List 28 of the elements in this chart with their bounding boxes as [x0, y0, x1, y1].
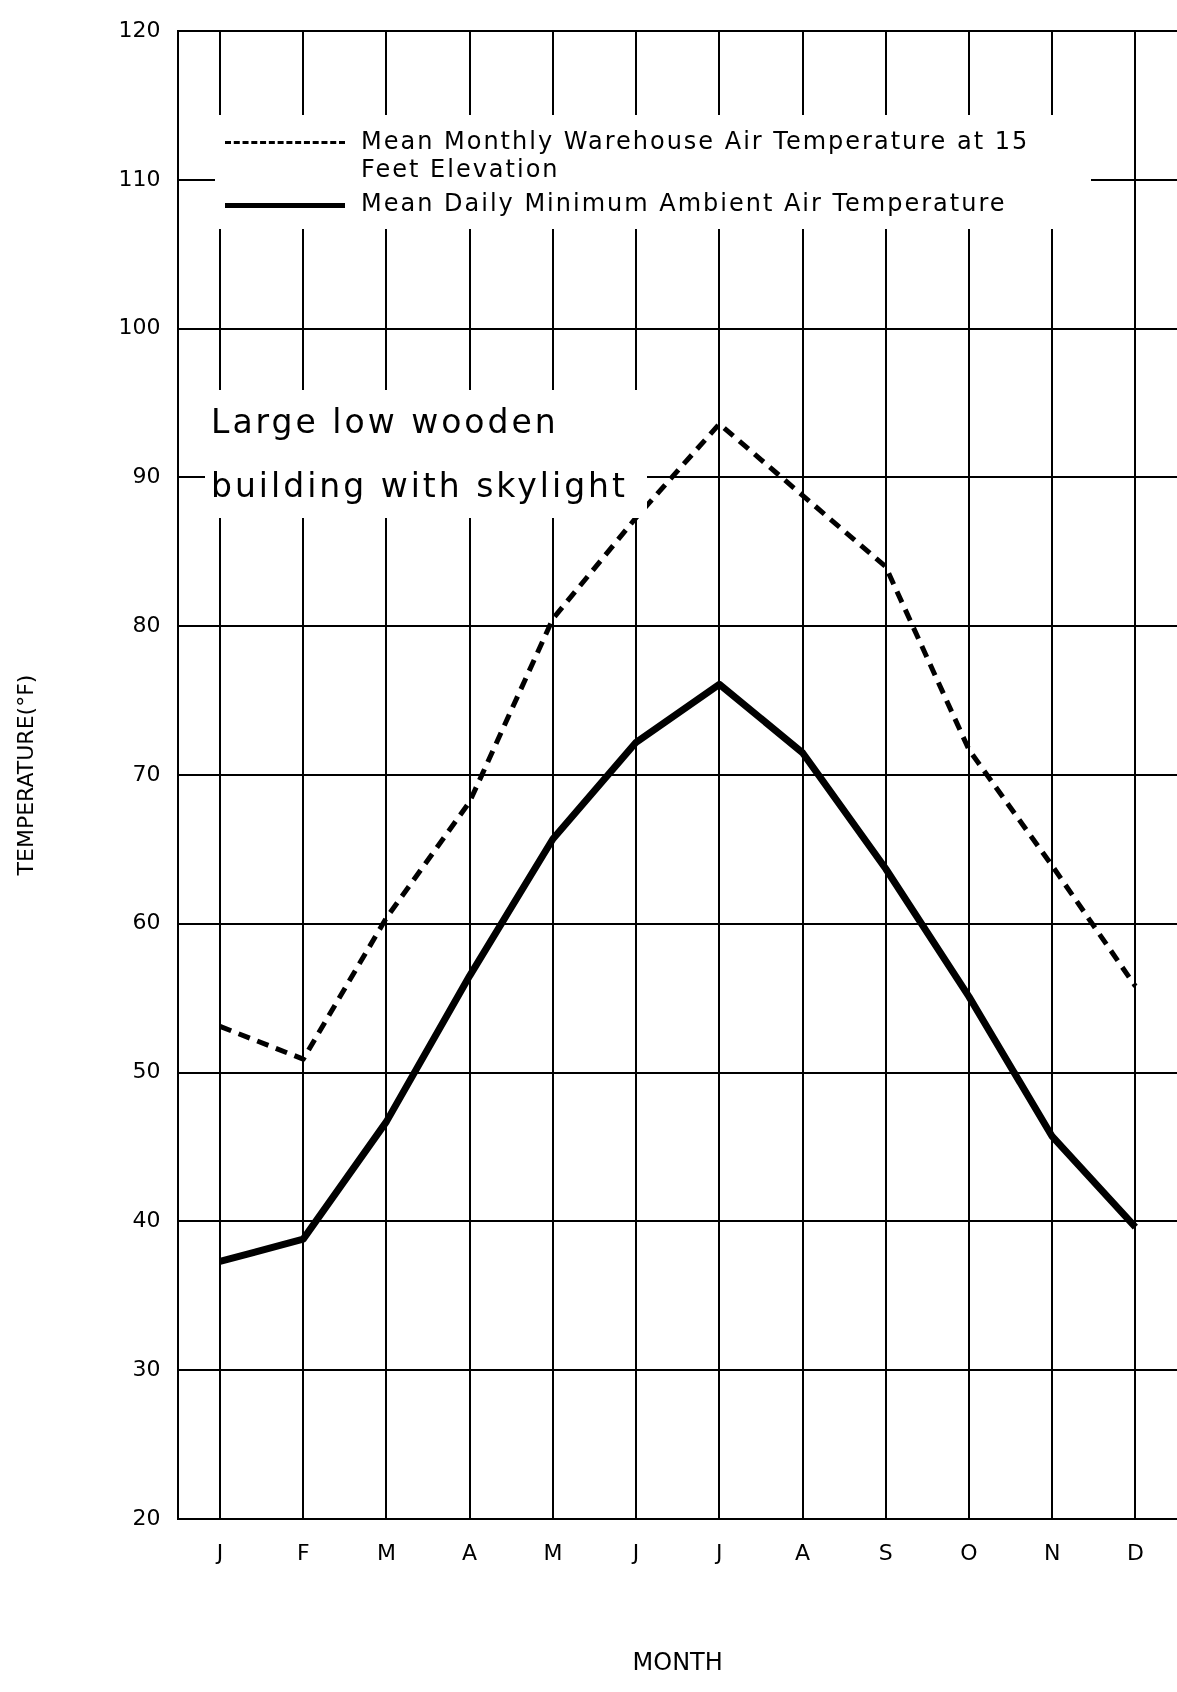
annotation: Large low wooden building with skylight [211, 401, 629, 507]
y-axis-title: TEMPERATURE(°F) [12, 674, 38, 877]
y-tick-label: 90 [132, 463, 161, 489]
x-tick-label: A [794, 1539, 811, 1565]
x-tick-label: J [714, 1539, 723, 1565]
x-tick-label: A [462, 1539, 478, 1565]
x-tick-label: S [878, 1539, 893, 1565]
y-tick-label: 70 [132, 760, 161, 786]
y-tick-label: 50 [132, 1058, 161, 1084]
y-tick-label: 80 [132, 611, 161, 637]
y-tick-label: 30 [132, 1355, 161, 1381]
legend-label: Mean Monthly Warehouse Air Temperature at 15 Feet Elevation [361, 127, 1031, 183]
x-tick-label: J [214, 1539, 224, 1565]
x-axis-title: MONTH [632, 1647, 723, 1676]
x-tick-label: F [296, 1539, 310, 1565]
y-tick-label: 20 [132, 1504, 161, 1530]
x-tick-label: J [630, 1539, 640, 1565]
x-tick-label: O [960, 1539, 978, 1565]
y-tick-label: 120 [118, 16, 161, 42]
x-tick-label: D [1126, 1539, 1144, 1565]
x-tick-label: M [543, 1539, 563, 1565]
x-tick-label: N [1043, 1539, 1061, 1565]
y-tick-label: 40 [132, 1207, 161, 1232]
y-tick-label: 60 [132, 909, 161, 935]
y-tick-label: 110 [118, 165, 161, 191]
legend-label: Mean Daily Minimum Ambient Air Temperature [361, 189, 1007, 217]
x-tick-label: M [376, 1539, 396, 1565]
y-tick-label: 100 [118, 314, 161, 340]
